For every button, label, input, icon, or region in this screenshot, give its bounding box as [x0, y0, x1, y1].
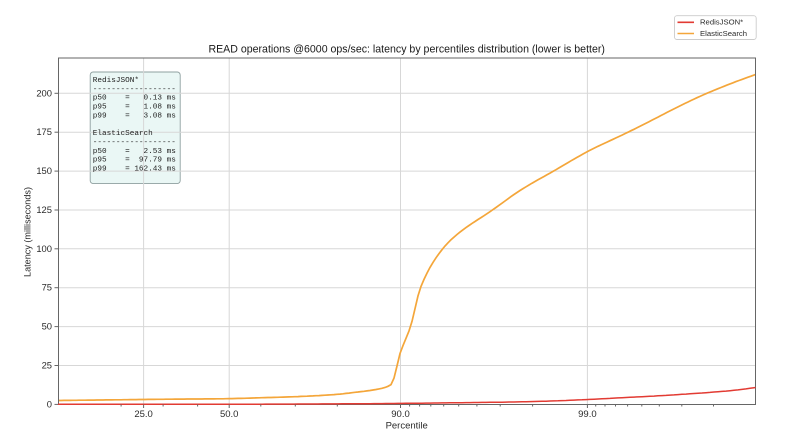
svg-text:READ operations @6000 ops/sec:: READ operations @6000 ops/sec: latency b…: [208, 44, 604, 56]
svg-text:p50 = 2.53 ms: p50 = 2.53 ms: [93, 148, 176, 156]
svg-text:p95 = 97.79 ms: p95 = 97.79 ms: [93, 157, 176, 165]
svg-text:150: 150: [36, 165, 52, 176]
svg-text:Latency (milliseconds): Latency (milliseconds): [23, 187, 33, 277]
svg-text:125: 125: [36, 204, 52, 215]
svg-text:75: 75: [42, 282, 52, 293]
svg-text:50: 50: [42, 321, 52, 332]
svg-text:200: 200: [36, 87, 52, 98]
svg-text:25: 25: [42, 360, 52, 371]
svg-text:0: 0: [47, 398, 52, 409]
svg-text:p99 = 162.43 ms: p99 = 162.43 ms: [93, 166, 176, 174]
svg-text:ElasticSearch: ElasticSearch: [700, 29, 747, 38]
svg-text:p95 = 1.08 ms: p95 = 1.08 ms: [93, 104, 176, 112]
svg-text:175: 175: [36, 126, 52, 137]
svg-text:RedisJSON*: RedisJSON*: [700, 18, 743, 27]
svg-text:25.0: 25.0: [134, 409, 153, 420]
svg-text:p50 = 0.13 ms: p50 = 0.13 ms: [93, 95, 176, 103]
svg-text:90.0: 90.0: [391, 409, 410, 420]
svg-text:50.0: 50.0: [220, 409, 239, 420]
svg-text:99.0: 99.0: [578, 409, 597, 420]
svg-text:100: 100: [36, 243, 52, 254]
svg-text:------------------: ------------------: [93, 86, 176, 94]
svg-text:Percentile: Percentile: [386, 420, 428, 431]
svg-text:RedisJSON*: RedisJSON*: [93, 77, 139, 85]
svg-text:------------------: ------------------: [93, 139, 176, 147]
svg-text:ElasticSearch: ElasticSearch: [93, 130, 153, 138]
svg-text:p99 = 3.08 ms: p99 = 3.08 ms: [93, 112, 176, 120]
